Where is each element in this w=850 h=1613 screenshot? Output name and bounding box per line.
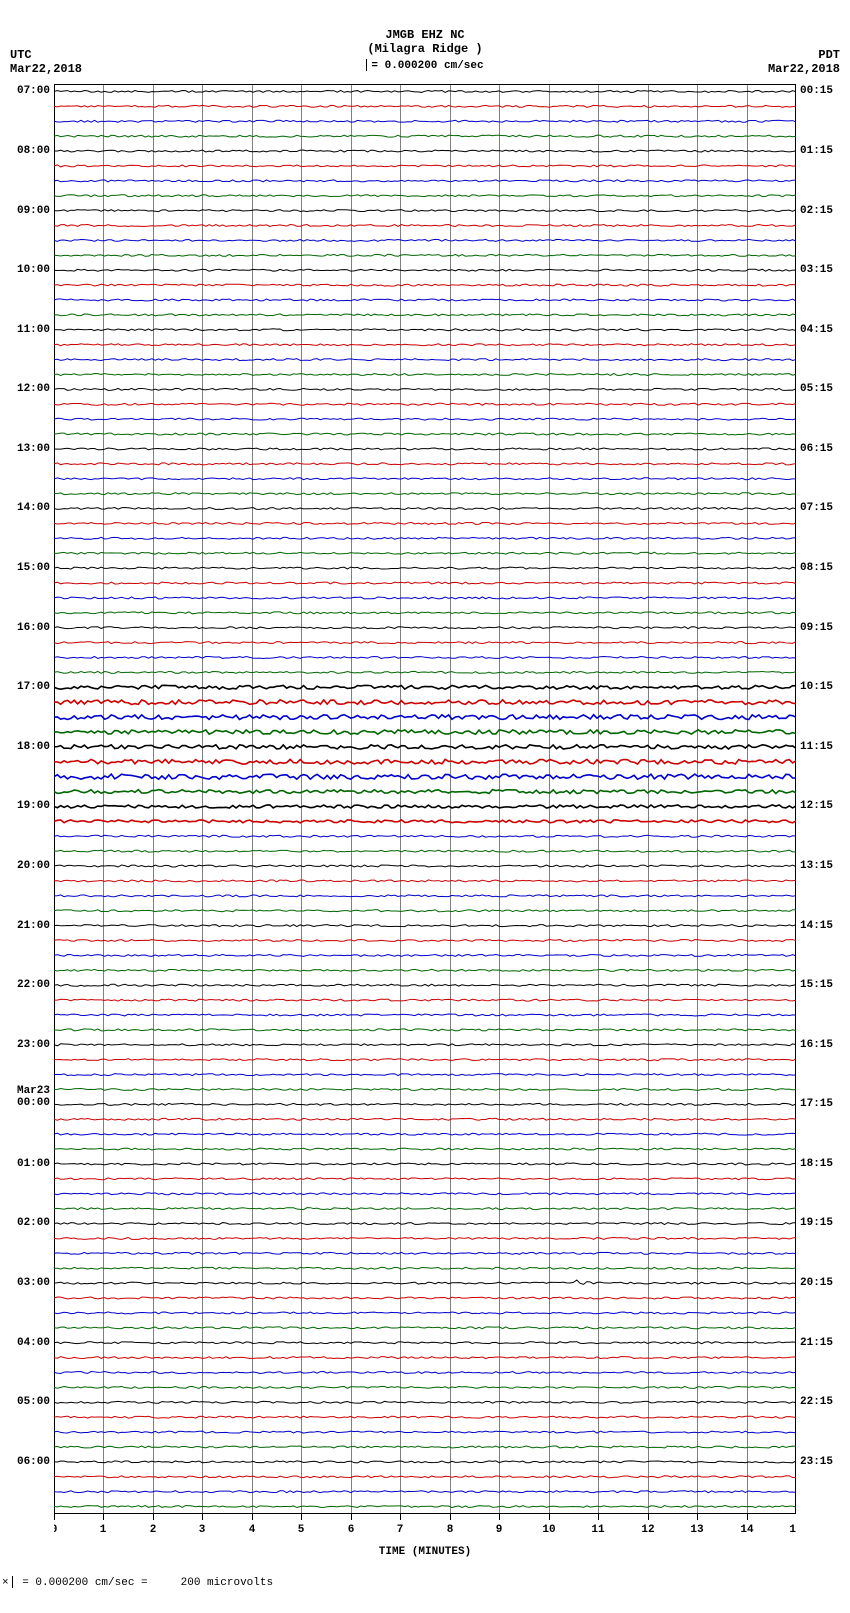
utc-time-label: 02:00 xyxy=(17,1217,50,1229)
pdt-time-label: 03:15 xyxy=(800,264,833,276)
xtick-label: 2 xyxy=(150,1524,157,1536)
pdt-time-label: 19:15 xyxy=(800,1217,833,1229)
utc-time-label: 01:00 xyxy=(17,1158,50,1170)
pdt-time-label: 01:15 xyxy=(800,145,833,157)
utc-time-label: 07:00 xyxy=(17,85,50,97)
pdt-date-label: PDTMar22,2018 xyxy=(768,48,840,76)
seismogram-plot: 012345678910111213141507:0008:0009:0010:… xyxy=(54,84,796,1544)
pdt-time-label: 21:15 xyxy=(800,1337,833,1349)
utc-time-label: 12:00 xyxy=(17,383,50,395)
station-title: JMGB EHZ NC xyxy=(0,28,850,42)
xtick-label: 4 xyxy=(249,1524,256,1536)
xtick-label: 13 xyxy=(690,1524,704,1536)
utc-time-label: 22:00 xyxy=(17,979,50,991)
xtick-label: 15 xyxy=(789,1524,796,1536)
utc-time-label: 21:00 xyxy=(17,920,50,932)
pdt-time-label: 22:15 xyxy=(800,1396,833,1408)
utc-time-label: 03:00 xyxy=(17,1277,50,1289)
scale-legend: = 0.000200 cm/sec xyxy=(0,59,850,72)
utc-time-label: 15:00 xyxy=(17,562,50,574)
xtick-label: 6 xyxy=(348,1524,355,1536)
footer-scale: × = 0.000200 cm/sec = 200 microvolts xyxy=(2,1576,850,1589)
pdt-time-label: 06:15 xyxy=(800,443,833,455)
pdt-time-label: 09:15 xyxy=(800,622,833,634)
pdt-time-label: 07:15 xyxy=(800,502,833,514)
xtick-label: 9 xyxy=(496,1524,503,1536)
xaxis-label: TIME (MINUTES) xyxy=(0,1546,850,1558)
pdt-time-label: 20:15 xyxy=(800,1277,833,1289)
pdt-time-label: 02:15 xyxy=(800,205,833,217)
pdt-time-label: 13:15 xyxy=(800,860,833,872)
xtick-label: 5 xyxy=(298,1524,305,1536)
pdt-time-label: 15:15 xyxy=(800,979,833,991)
xtick-label: 0 xyxy=(54,1524,57,1536)
utc-time-label: 19:00 xyxy=(17,800,50,812)
pdt-time-label: 16:15 xyxy=(800,1039,833,1051)
pdt-time-label: 17:15 xyxy=(800,1098,833,1110)
utc-time-label: 11:00 xyxy=(17,324,50,336)
pdt-time-label: 11:15 xyxy=(800,741,833,753)
xtick-label: 7 xyxy=(397,1524,404,1536)
pdt-time-label: 12:15 xyxy=(800,800,833,812)
utc-time-label: 06:00 xyxy=(17,1456,50,1468)
xtick-label: 3 xyxy=(199,1524,206,1536)
pdt-time-label: 00:15 xyxy=(800,85,833,97)
utc-time-label: 14:00 xyxy=(17,502,50,514)
xtick-label: 11 xyxy=(591,1524,605,1536)
xtick-label: 8 xyxy=(447,1524,454,1536)
utc-time-label: 16:00 xyxy=(17,622,50,634)
utc-time-label: 05:00 xyxy=(17,1396,50,1408)
utc-time-label: 23:00 xyxy=(17,1039,50,1051)
xtick-label: 14 xyxy=(740,1524,754,1536)
pdt-time-label: 18:15 xyxy=(800,1158,833,1170)
utc-time-label: 10:00 xyxy=(17,264,50,276)
utc-time-label: 08:00 xyxy=(17,145,50,157)
pdt-time-label: 10:15 xyxy=(800,681,833,693)
pdt-time-label: 04:15 xyxy=(800,324,833,336)
station-subtitle: (Milagra Ridge ) xyxy=(0,42,850,56)
xtick-label: 12 xyxy=(641,1524,654,1536)
utc-time-label: 13:00 xyxy=(17,443,50,455)
utc-time-label: 04:00 xyxy=(17,1337,50,1349)
utc-time-label: Mar2300:00 xyxy=(17,1085,50,1109)
pdt-time-label: 08:15 xyxy=(800,562,833,574)
pdt-time-label: 23:15 xyxy=(800,1456,833,1468)
pdt-time-label: 05:15 xyxy=(800,383,833,395)
utc-time-label: 17:00 xyxy=(17,681,50,693)
utc-time-label: 20:00 xyxy=(17,860,50,872)
xtick-label: 1 xyxy=(100,1524,107,1536)
utc-date-label: UTCMar22,2018 xyxy=(10,48,82,76)
pdt-time-label: 14:15 xyxy=(800,920,833,932)
xtick-label: 10 xyxy=(542,1524,555,1536)
utc-time-label: 18:00 xyxy=(17,741,50,753)
seismogram-svg: 0123456789101112131415 xyxy=(54,84,796,1544)
utc-time-label: 09:00 xyxy=(17,205,50,217)
